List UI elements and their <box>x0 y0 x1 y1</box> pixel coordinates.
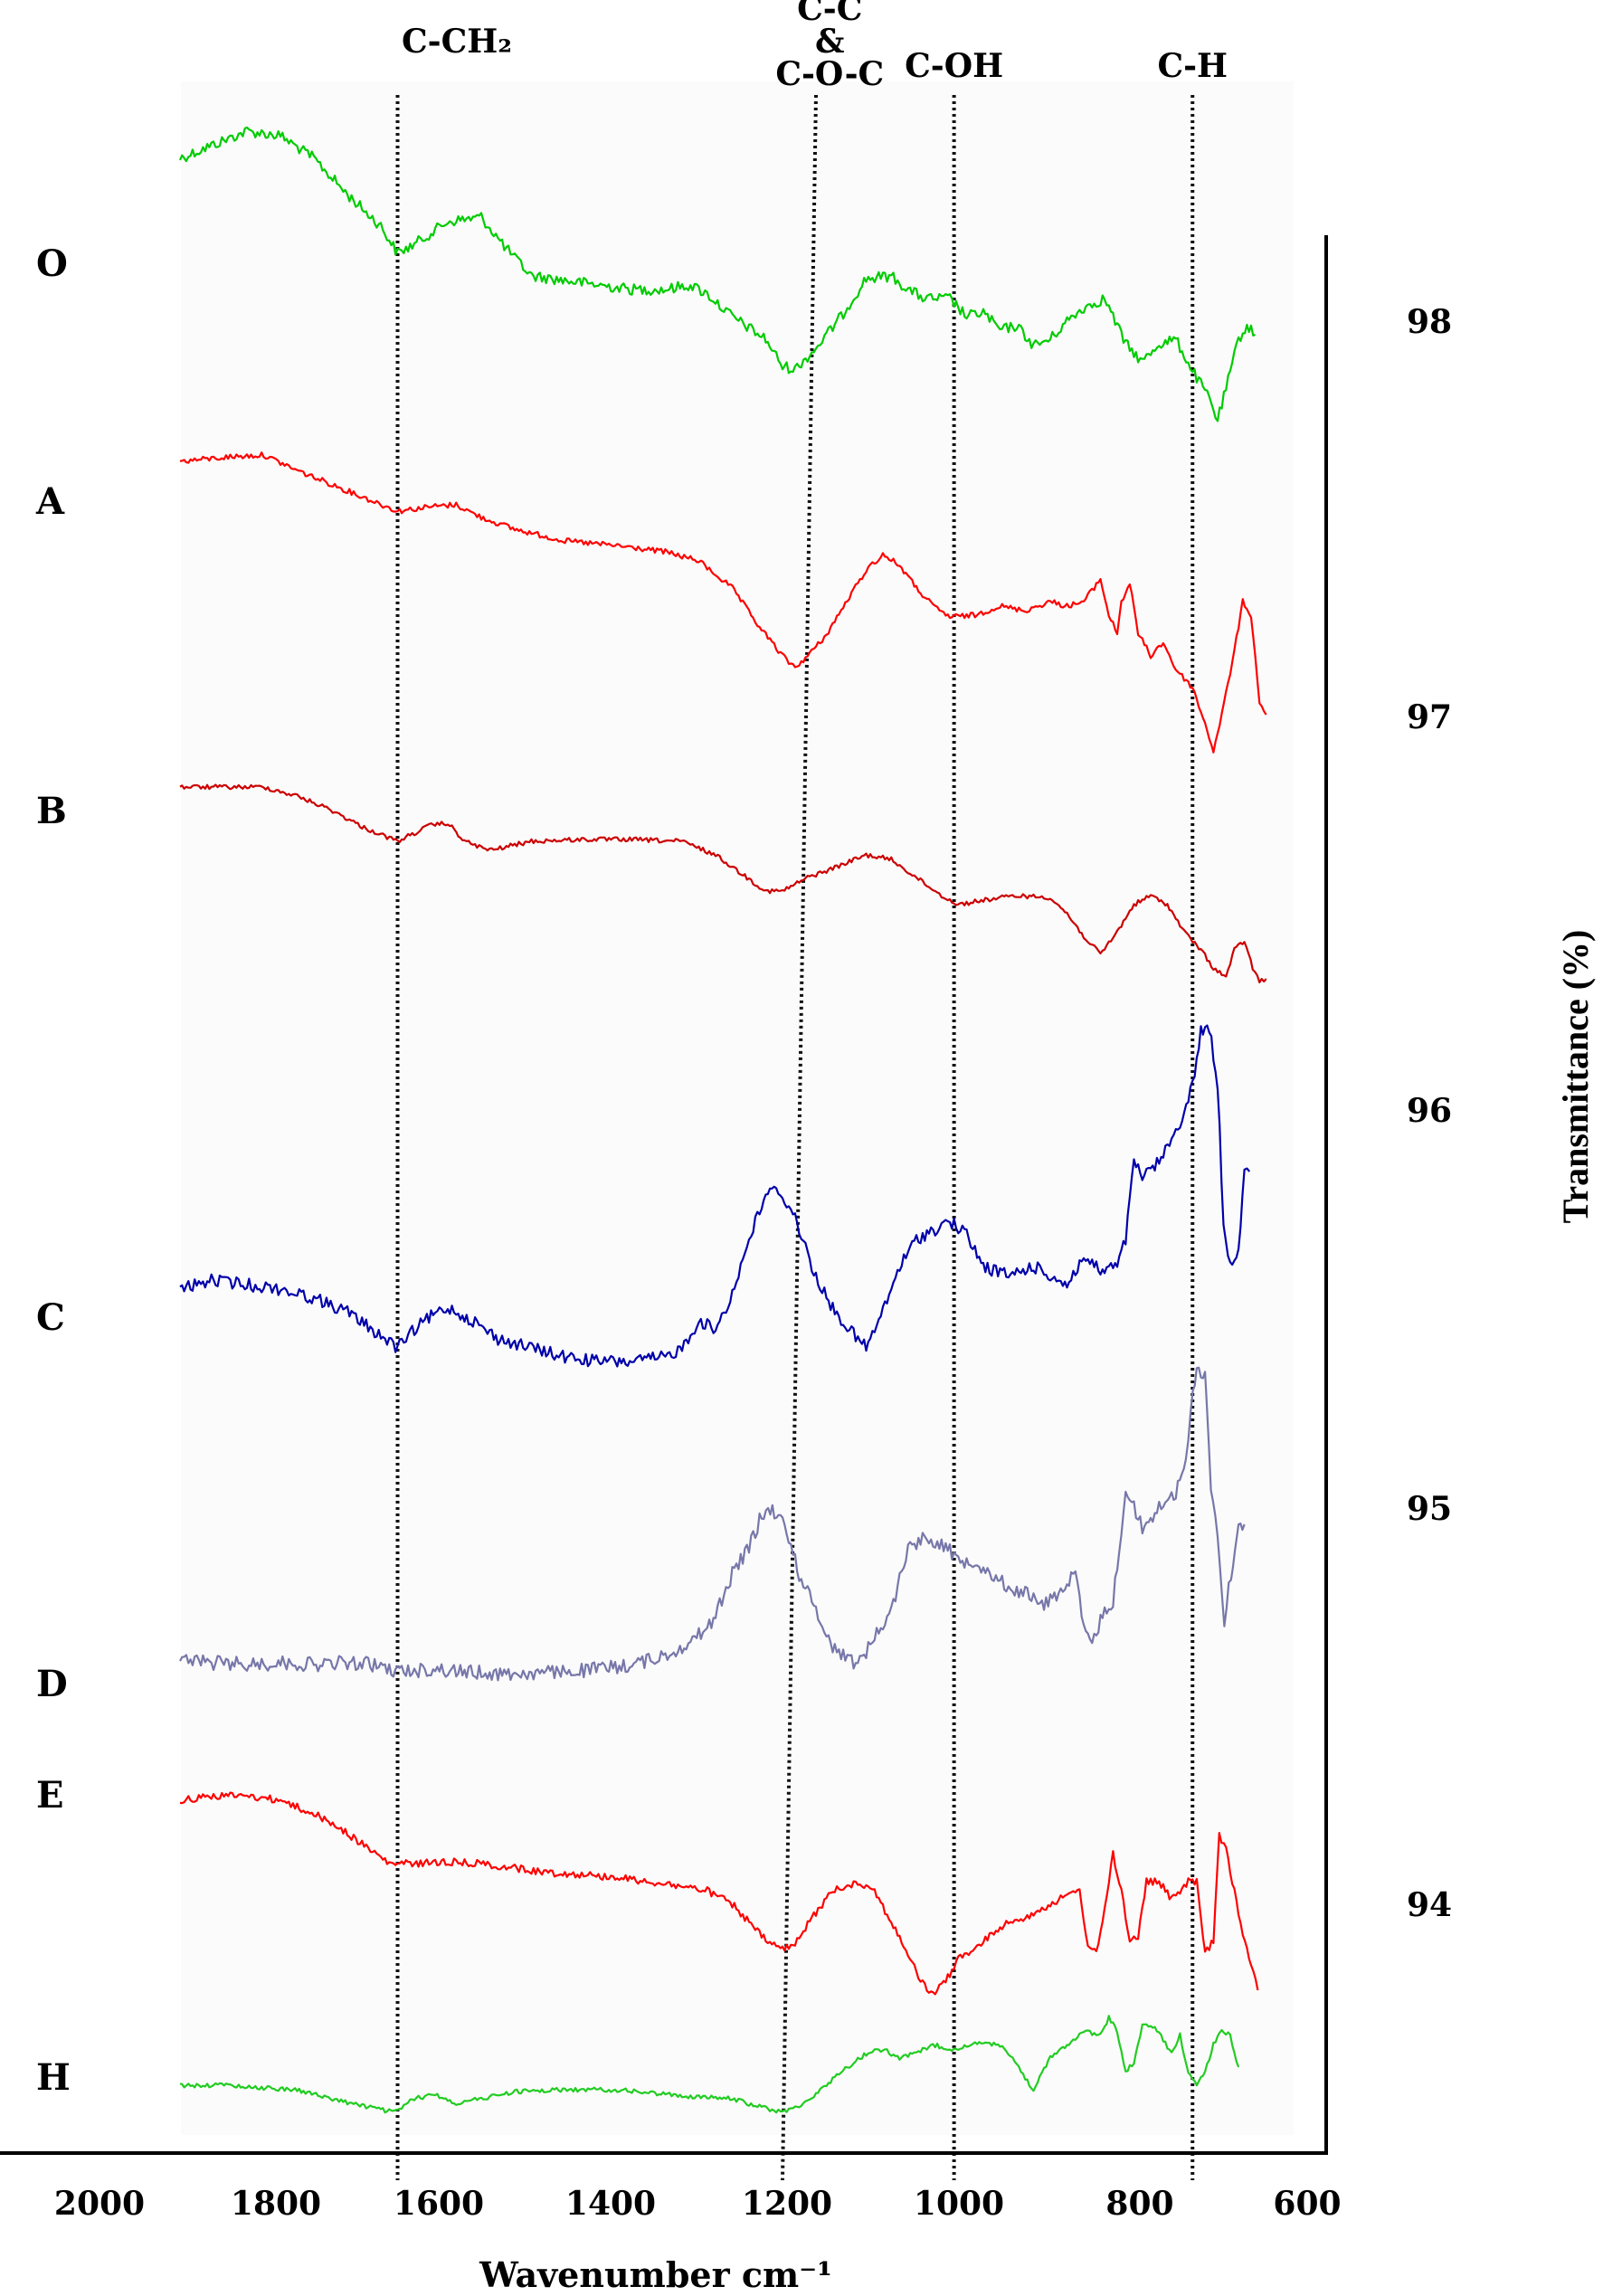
x-tick-label: 800 <box>1105 2185 1173 2223</box>
x-tick-label: 2000 <box>54 2185 145 2223</box>
y-tick-label: 95 <box>1407 1490 1452 1528</box>
band-label-line: C-H <box>1157 47 1228 85</box>
x-axis-title: Wavenumber cm⁻¹ <box>479 2254 832 2295</box>
spectrum-O <box>178 126 1257 422</box>
x-tick-label: 600 <box>1273 2185 1341 2223</box>
spectrum-A <box>179 451 1267 754</box>
band-label-line: C-O-C <box>775 55 884 93</box>
axes <box>0 235 1328 2155</box>
x-tick-label: 1800 <box>231 2185 321 2223</box>
y-tick-label: 97 <box>1407 698 1452 736</box>
spectrum-D <box>179 1366 1246 1682</box>
x-tick-label: 1600 <box>394 2185 484 2223</box>
y-tick-label: 96 <box>1407 1092 1452 1130</box>
y-axis-title: Transmittance (%) <box>1555 930 1596 1224</box>
x-tick-label: 1000 <box>914 2185 1004 2223</box>
x-tick-label: 1400 <box>565 2185 656 2223</box>
band-label-line: C-CH₂ <box>402 23 512 61</box>
y-tick-labels: 98 97 96 95 94 <box>1407 303 1452 1924</box>
series-label-D: D <box>36 1663 68 1705</box>
y-tick-label: 94 <box>1407 1886 1452 1924</box>
spectrum-C <box>179 1024 1251 1368</box>
series-label-A: A <box>35 480 65 523</box>
series-label-O: O <box>36 242 68 285</box>
band-labels: C-CH₂ C-C & C-O-C C-OH C-H <box>402 0 1228 93</box>
x-tick-labels: 2000 1800 1600 1400 1200 1000 800 600 <box>54 2185 1342 2223</box>
band-label-line: & <box>815 23 845 61</box>
spectrum-E <box>179 1791 1259 1996</box>
band-label-ch: C-H <box>1157 47 1228 85</box>
x-tick-label: 1200 <box>742 2185 832 2223</box>
plot-background <box>181 81 1294 2135</box>
series-labels: O A B C D E H <box>35 242 71 2099</box>
series-label-H: H <box>36 2056 71 2099</box>
band-label-ch2: C-CH₂ <box>402 23 512 61</box>
series-label-E: E <box>36 1774 64 1817</box>
band-label-line: C-OH <box>905 47 1003 85</box>
spectra <box>178 126 1267 2114</box>
series-label-C: C <box>36 1296 65 1339</box>
band-marker-lines <box>395 94 1195 2181</box>
band-label-cc: C-C & C-O-C <box>775 0 884 93</box>
spectrum-H <box>179 2015 1240 2114</box>
spectrum-B <box>179 783 1267 983</box>
band-label-coh: C-OH <box>905 47 1003 85</box>
band-label-line: C-C <box>797 0 862 28</box>
series-label-B: B <box>36 790 67 832</box>
y-tick-label: 98 <box>1407 303 1452 341</box>
